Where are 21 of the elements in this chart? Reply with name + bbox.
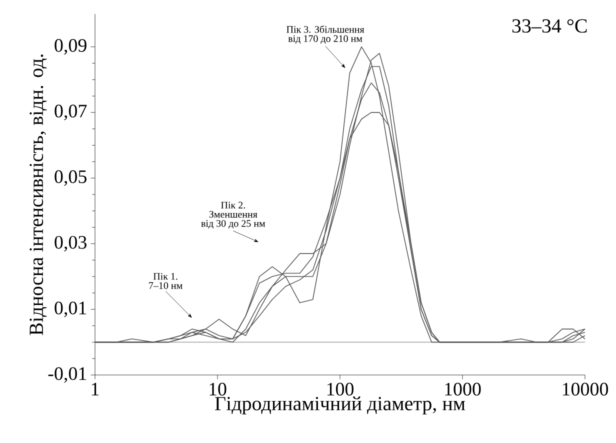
- annotation: від 170 до 210 нм: [288, 35, 362, 44]
- y-tick-label: 0,03: [54, 236, 86, 252]
- x-tick-label: 10: [210, 382, 226, 396]
- x-tick-label: 1: [92, 382, 99, 396]
- x-axis-title: Гідродинамічний діаметр, нм: [215, 396, 466, 414]
- y-tick-label: 0,05: [54, 170, 86, 186]
- annotation: Пік 2.: [221, 202, 245, 209]
- annotation: Зменшення: [209, 210, 258, 218]
- annotation: Пік 3. Збільшення: [286, 26, 364, 33]
- y-tick-label: 0,07: [54, 104, 87, 120]
- x-tick-label: 100: [327, 382, 354, 396]
- annotation: 7–10 нм: [149, 282, 182, 289]
- x-tick-label: 1000: [445, 382, 481, 396]
- y-tick-label: -0,01: [48, 367, 86, 383]
- annotation: 33–34 °C: [512, 19, 587, 33]
- x-tick-label: 10000: [562, 382, 608, 396]
- y-axis-title: Відносна інтенсивність, відн. од.: [30, 54, 47, 336]
- annotation: від 30 до 25 нм: [201, 220, 266, 229]
- annotation: Пік 1.: [153, 273, 178, 280]
- y-tick-label: 0,09: [54, 39, 86, 55]
- y-tick-label: 0,01: [54, 302, 86, 318]
